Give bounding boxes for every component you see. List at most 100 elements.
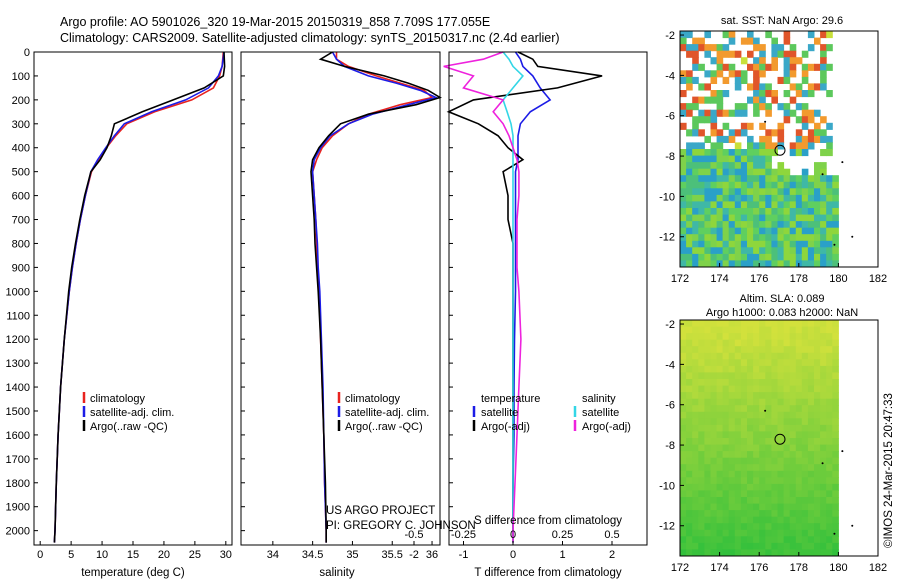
profile-location-marker — [774, 433, 786, 445]
map-cell — [704, 457, 711, 465]
map-cell — [710, 175, 718, 183]
map-cell — [814, 63, 821, 71]
map-cell — [801, 260, 809, 268]
temperature-ytick-label: 300 — [12, 119, 30, 131]
map-cell — [686, 76, 693, 84]
map-cell — [826, 457, 833, 465]
map-cell — [807, 424, 815, 432]
map-cell — [740, 194, 748, 202]
map-cell — [777, 181, 785, 189]
map-cell — [814, 129, 821, 137]
map-cell — [710, 234, 718, 242]
map-cell — [692, 385, 699, 393]
map-cell — [704, 31, 711, 39]
map-cell — [814, 188, 821, 196]
map-cell — [777, 510, 785, 518]
map-cell — [783, 175, 791, 183]
map-cell — [740, 411, 748, 419]
map-cell — [716, 326, 724, 334]
map-cell — [826, 352, 833, 360]
map-cell — [777, 175, 785, 183]
map-cell — [807, 135, 815, 143]
map-cell — [777, 247, 785, 255]
map-cell — [789, 70, 797, 78]
map-cell — [728, 503, 736, 511]
map-cell — [759, 398, 766, 406]
map-cell — [692, 208, 699, 216]
map-cell — [704, 516, 711, 524]
map-cell — [807, 339, 815, 347]
map-cell — [777, 168, 785, 176]
temperature-ytick-label: 500 — [12, 167, 30, 179]
map-cell — [716, 359, 724, 367]
map-cell — [789, 438, 797, 446]
map-cell — [747, 431, 754, 439]
map-cell — [814, 438, 821, 446]
map-cell — [692, 188, 699, 196]
map-cell — [832, 333, 839, 341]
map-cell — [759, 483, 766, 491]
map-cell — [753, 155, 760, 163]
map-cell — [783, 188, 791, 196]
map-cell — [826, 90, 833, 98]
map-cell — [795, 175, 803, 183]
map-cell — [716, 411, 724, 419]
map-cell — [740, 181, 748, 189]
map-cell — [698, 175, 705, 183]
salinity-xtick-label: 34 — [267, 549, 279, 561]
map-cell — [814, 227, 821, 235]
temperature-line-climatology — [53, 51, 225, 543]
map-cell — [747, 542, 754, 550]
map-cell — [704, 490, 711, 498]
map-cell — [734, 227, 742, 235]
map-cell — [716, 542, 724, 550]
map-cell — [747, 444, 754, 452]
map-cell — [722, 227, 730, 235]
map-cell — [704, 253, 711, 261]
map-cell — [759, 135, 766, 143]
map-cell — [826, 346, 833, 354]
map-cell — [807, 365, 815, 373]
map-cell — [832, 260, 839, 268]
map-cell — [692, 129, 699, 137]
map-cell — [686, 438, 693, 446]
map-cell — [765, 260, 772, 268]
map-cell — [728, 129, 736, 137]
map-cell — [753, 247, 760, 255]
map-cell — [807, 503, 815, 511]
map-cell — [801, 411, 809, 419]
map-cell — [801, 247, 809, 255]
map-cell — [771, 201, 778, 209]
map-cell — [704, 451, 711, 459]
map-cell — [710, 162, 718, 170]
float-dot — [821, 462, 824, 465]
map-cell — [734, 208, 742, 216]
map-cell — [826, 438, 833, 446]
map-cell — [747, 392, 754, 400]
map-cell — [686, 168, 693, 176]
map-cell — [832, 326, 839, 334]
map-cell — [734, 320, 742, 328]
map-cell — [820, 418, 827, 426]
map-cell — [777, 346, 785, 354]
map-cell — [686, 253, 693, 261]
legend-label-climatology: climatology — [345, 393, 401, 405]
map-cell — [734, 497, 742, 505]
map-cell — [716, 470, 724, 478]
map-cell — [740, 431, 748, 439]
map-cell — [759, 149, 766, 157]
map-cell — [716, 90, 724, 98]
map-cell — [734, 451, 742, 459]
map-cell — [716, 168, 724, 176]
map-cell — [801, 116, 809, 124]
difference-s-xtick-label: -0.5 — [405, 529, 424, 541]
map-cell — [686, 523, 693, 531]
map-cell — [747, 549, 754, 557]
map-cell — [680, 253, 687, 261]
map-cell — [814, 523, 821, 531]
map-cell — [740, 346, 748, 354]
map-cell — [807, 181, 815, 189]
map-cell — [740, 122, 748, 130]
map-cell — [692, 365, 699, 373]
map-cell — [771, 536, 778, 544]
